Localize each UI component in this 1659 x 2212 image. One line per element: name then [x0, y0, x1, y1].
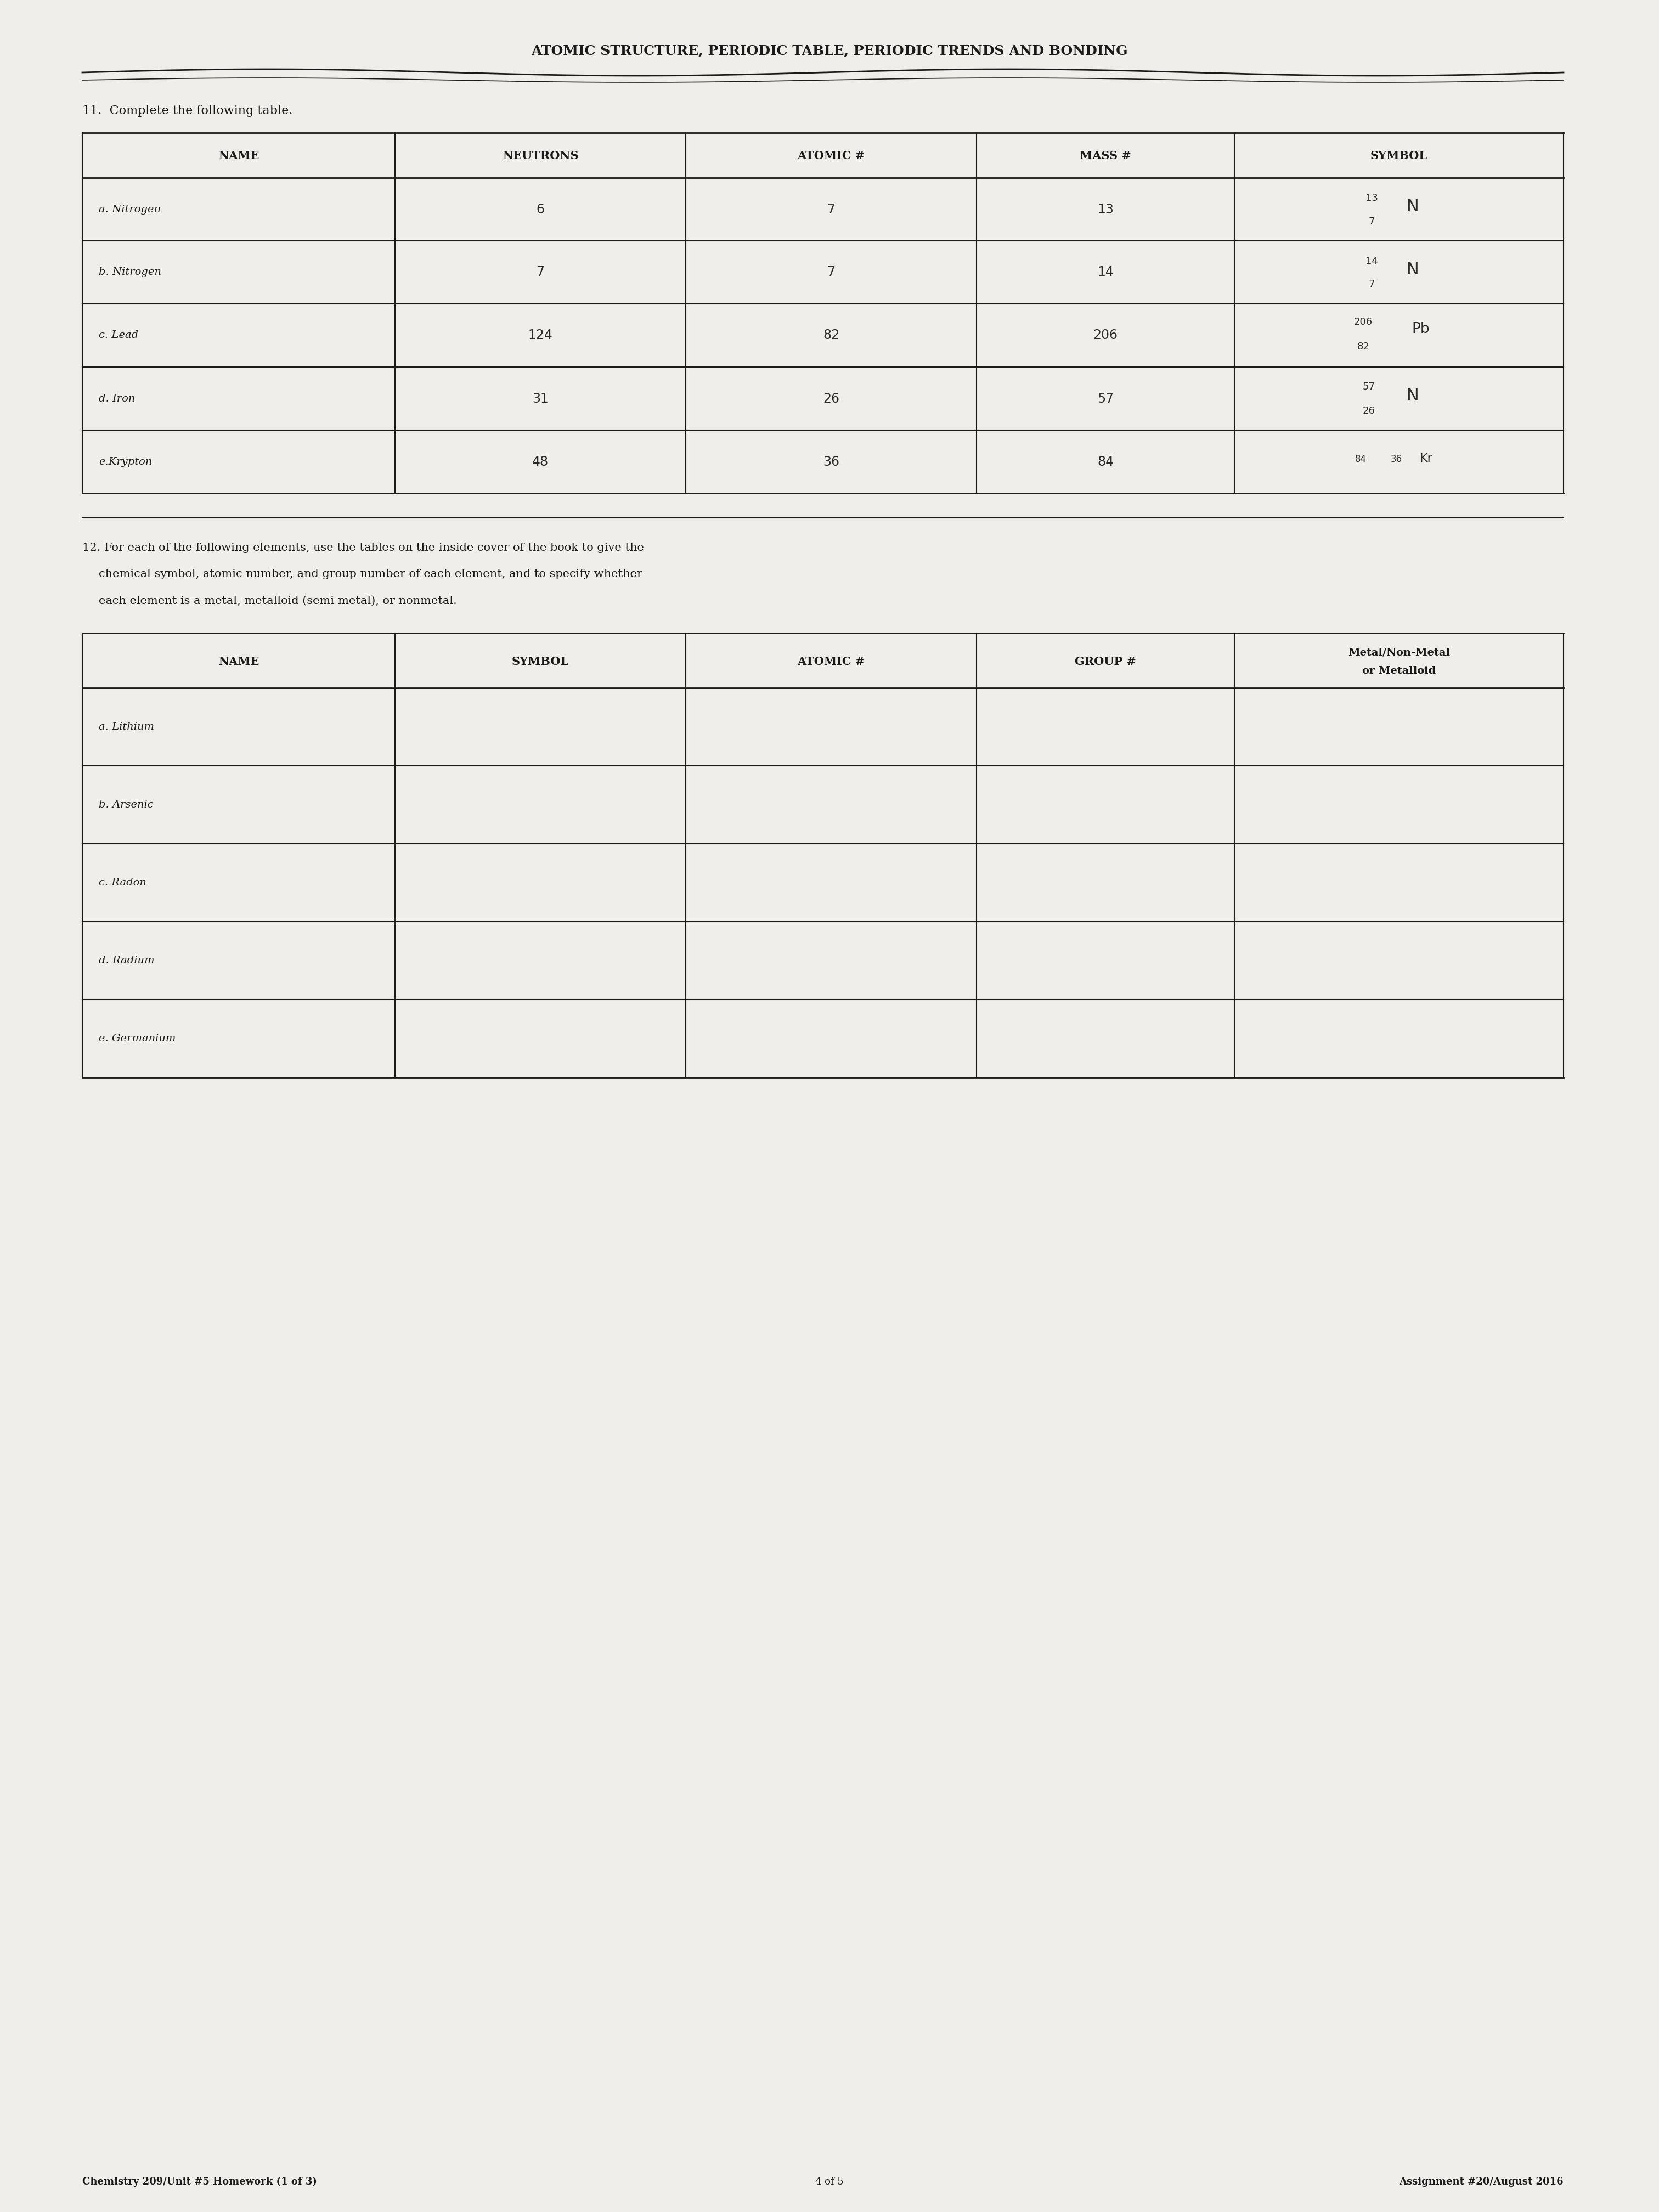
- Text: ATOMIC #: ATOMIC #: [798, 150, 864, 161]
- Text: 14: 14: [1365, 257, 1379, 265]
- Text: 26: 26: [1362, 405, 1375, 416]
- Text: 7: 7: [1369, 279, 1375, 290]
- Text: b. Arsenic: b. Arsenic: [100, 801, 153, 810]
- Text: 84: 84: [1097, 456, 1113, 469]
- Text: 206: 206: [1093, 330, 1118, 343]
- Text: ATOMIC STRUCTURE, PERIODIC TABLE, PERIODIC TRENDS AND BONDING: ATOMIC STRUCTURE, PERIODIC TABLE, PERIOD…: [531, 44, 1128, 58]
- Text: 82: 82: [1357, 341, 1370, 352]
- Text: 206: 206: [1354, 316, 1372, 327]
- Text: d. Iron: d. Iron: [100, 394, 134, 403]
- Text: 7: 7: [1369, 217, 1375, 226]
- Text: Kr: Kr: [1420, 453, 1433, 465]
- Text: MASS #: MASS #: [1080, 150, 1131, 161]
- Text: 12. For each of the following elements, use the tables on the inside cover of th: 12. For each of the following elements, …: [83, 542, 644, 553]
- Text: 57: 57: [1097, 392, 1113, 405]
- Text: N: N: [1407, 387, 1418, 405]
- Text: 36: 36: [823, 456, 839, 469]
- Text: b. Nitrogen: b. Nitrogen: [100, 268, 161, 276]
- Text: c. Radon: c. Radon: [100, 878, 146, 887]
- Text: 26: 26: [823, 392, 839, 405]
- Text: 7: 7: [828, 265, 834, 279]
- Text: 48: 48: [533, 456, 549, 469]
- Text: GROUP #: GROUP #: [1075, 657, 1136, 668]
- Text: or Metalloid: or Metalloid: [1362, 666, 1435, 677]
- Text: 13: 13: [1365, 192, 1379, 204]
- Text: NEUTRONS: NEUTRONS: [503, 150, 579, 161]
- Text: Chemistry 209/Unit #5 Homework (1 of 3): Chemistry 209/Unit #5 Homework (1 of 3): [83, 2177, 317, 2188]
- Text: each element is a metal, metalloid (semi-metal), or nonmetal.: each element is a metal, metalloid (semi…: [100, 595, 456, 606]
- Text: c. Lead: c. Lead: [100, 330, 138, 341]
- Text: 4 of 5: 4 of 5: [815, 2177, 844, 2188]
- Text: d. Radium: d. Radium: [100, 956, 154, 967]
- Text: NAME: NAME: [219, 150, 259, 161]
- Text: 124: 124: [528, 330, 552, 343]
- Text: Pb: Pb: [1412, 321, 1430, 336]
- Text: 31: 31: [533, 392, 549, 405]
- Text: 11.  Complete the following table.: 11. Complete the following table.: [83, 104, 292, 117]
- Text: N: N: [1407, 261, 1418, 276]
- Text: 36: 36: [1390, 453, 1402, 465]
- Text: 6: 6: [536, 204, 544, 217]
- Text: 13: 13: [1097, 204, 1113, 217]
- Text: ATOMIC #: ATOMIC #: [798, 657, 864, 668]
- Text: 7: 7: [536, 265, 544, 279]
- Text: a. Lithium: a. Lithium: [100, 721, 154, 732]
- Text: SYMBOL: SYMBOL: [513, 657, 569, 668]
- Text: e. Germanium: e. Germanium: [100, 1033, 176, 1044]
- Text: Assignment #20/August 2016: Assignment #20/August 2016: [1399, 2177, 1563, 2188]
- Text: 14: 14: [1097, 265, 1113, 279]
- Text: SYMBOL: SYMBOL: [1370, 150, 1427, 161]
- Text: NAME: NAME: [219, 657, 259, 668]
- Text: Metal/Non-Metal: Metal/Non-Metal: [1349, 648, 1450, 657]
- Text: 7: 7: [828, 204, 834, 217]
- Text: 82: 82: [823, 330, 839, 343]
- Text: 84: 84: [1355, 453, 1367, 465]
- Text: a. Nitrogen: a. Nitrogen: [100, 204, 161, 215]
- Text: 57: 57: [1362, 380, 1375, 392]
- Text: e.Krypton: e.Krypton: [100, 456, 153, 467]
- Text: chemical symbol, atomic number, and group number of each element, and to specify: chemical symbol, atomic number, and grou…: [100, 568, 642, 580]
- Text: N: N: [1407, 199, 1418, 215]
